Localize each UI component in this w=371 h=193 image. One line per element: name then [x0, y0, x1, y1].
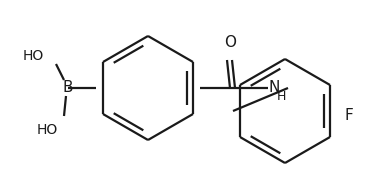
Text: F: F: [345, 108, 354, 124]
Text: HO: HO: [23, 49, 44, 63]
Text: N: N: [269, 80, 280, 95]
Text: B: B: [63, 80, 73, 96]
Text: HO: HO: [37, 123, 58, 137]
Text: O: O: [224, 35, 236, 50]
Text: H: H: [276, 90, 286, 102]
